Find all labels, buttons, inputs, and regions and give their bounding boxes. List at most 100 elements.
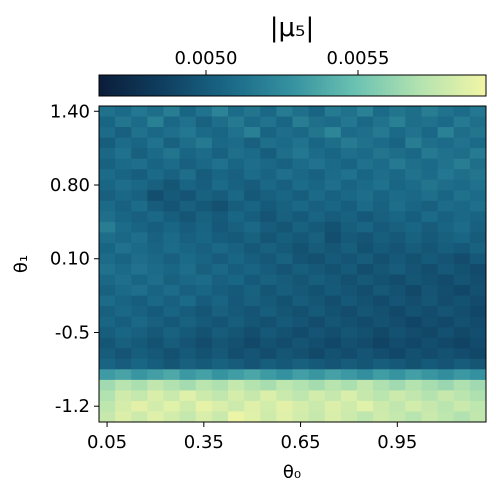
heatmap-cell: [453, 379, 471, 391]
heatmap-cell: [453, 232, 471, 244]
heatmap-cell: [324, 327, 342, 339]
heatmap-cell: [292, 169, 310, 181]
heatmap-cell: [195, 127, 213, 139]
heatmap-cell: [244, 169, 261, 181]
heatmap-cell: [228, 116, 245, 128]
heatmap-cell: [147, 190, 164, 202]
heatmap-cell: [131, 232, 148, 244]
heatmap-cell: [228, 295, 245, 307]
heatmap-cell: [244, 411, 261, 423]
heatmap-cell: [179, 169, 197, 181]
heatmap-cell: [131, 242, 148, 254]
heatmap-cell: [389, 179, 406, 191]
heatmap-cell: [211, 211, 229, 223]
heatmap-cell: [276, 116, 293, 128]
heatmap-cell: [147, 316, 164, 328]
heatmap-cell: [324, 221, 342, 233]
heatmap-cell: [195, 253, 213, 265]
heatmap-cell: [276, 295, 293, 307]
heatmap-cell: [437, 348, 455, 360]
heatmap-cell: [357, 211, 374, 223]
heatmap-cell: [244, 264, 261, 276]
heatmap-cell: [340, 190, 358, 202]
x-tick-label: 0.35: [184, 432, 224, 453]
heatmap-cell: [163, 106, 181, 118]
heatmap-cell: [228, 358, 245, 370]
heatmap-cell: [260, 264, 277, 276]
heatmap-cell: [340, 158, 358, 170]
heatmap-cell: [421, 200, 439, 212]
heatmap-cell: [469, 253, 487, 265]
heatmap-cell: [389, 390, 406, 402]
heatmap-cell: [228, 242, 245, 254]
x-tick-label: 0.65: [281, 432, 321, 453]
heatmap-cell: [437, 327, 455, 339]
heatmap-cell: [163, 116, 181, 128]
heatmap-cell: [115, 285, 132, 297]
heatmap-cell: [453, 327, 471, 339]
heatmap-cell: [405, 411, 422, 423]
heatmap-cell: [179, 190, 197, 202]
heatmap-cell: [131, 137, 148, 149]
heatmap-cell: [308, 137, 326, 149]
heatmap-cell: [357, 327, 374, 339]
heatmap-cell: [99, 358, 116, 370]
heatmap-cell: [195, 348, 213, 360]
heatmap-cell: [308, 242, 326, 254]
heatmap-cell: [276, 211, 293, 223]
heatmap-cell: [276, 169, 293, 181]
heatmap-cell: [308, 158, 326, 170]
heatmap-cell: [453, 337, 471, 349]
heatmap-cell: [453, 148, 471, 160]
heatmap-cell: [244, 316, 261, 328]
heatmap-cell: [389, 295, 406, 307]
heatmap-cell: [179, 411, 197, 423]
heatmap-cell: [453, 211, 471, 223]
heatmap-cell: [421, 211, 439, 223]
heatmap-cell: [195, 400, 213, 412]
heatmap-cell: [469, 158, 487, 170]
heatmap-cell: [228, 264, 245, 276]
heatmap-cell: [340, 390, 358, 402]
heatmap-cell: [308, 253, 326, 265]
y-tick-label: 1.40: [50, 101, 90, 122]
heatmap-cell: [228, 200, 245, 212]
heatmap-cell: [405, 116, 422, 128]
heatmap-cell: [211, 295, 229, 307]
heatmap-cell: [276, 337, 293, 349]
y-tick-label: -0.5: [55, 322, 90, 343]
heatmap-cell: [260, 369, 277, 381]
heatmap-cell: [228, 379, 245, 391]
heatmap-cell: [469, 232, 487, 244]
heatmap-cell: [340, 242, 358, 254]
heatmap-cell: [389, 327, 406, 339]
heatmap-cell: [276, 390, 293, 402]
heatmap-cell: [163, 127, 181, 139]
colorbar-label: |μ₅|: [270, 13, 314, 43]
heatmap-cell: [292, 295, 310, 307]
colorbar-tick-label: 0.0055: [327, 48, 390, 69]
heatmap-cell: [453, 200, 471, 212]
heatmap-cell: [244, 253, 261, 265]
heatmap-cell: [115, 264, 132, 276]
heatmap-cell: [437, 169, 455, 181]
heatmap-cell: [163, 274, 181, 286]
heatmap-cell: [276, 127, 293, 139]
heatmap-cell: [211, 358, 229, 370]
heatmap-cell: [469, 316, 487, 328]
heatmap-cell: [195, 116, 213, 128]
heatmap-cell: [437, 285, 455, 297]
heatmap-cell: [324, 274, 342, 286]
heatmap-cell: [195, 369, 213, 381]
heatmap-cell: [357, 116, 374, 128]
heatmap-cell: [389, 200, 406, 212]
heatmap-cell: [308, 316, 326, 328]
heatmap-cell: [340, 116, 358, 128]
heatmap-cell: [115, 337, 132, 349]
heatmap-cell: [276, 253, 293, 265]
heatmap-cell: [211, 116, 229, 128]
heatmap-cell: [276, 369, 293, 381]
heatmap-cell: [324, 400, 342, 412]
heatmap-cell: [421, 116, 439, 128]
heatmap-cell: [405, 379, 422, 391]
